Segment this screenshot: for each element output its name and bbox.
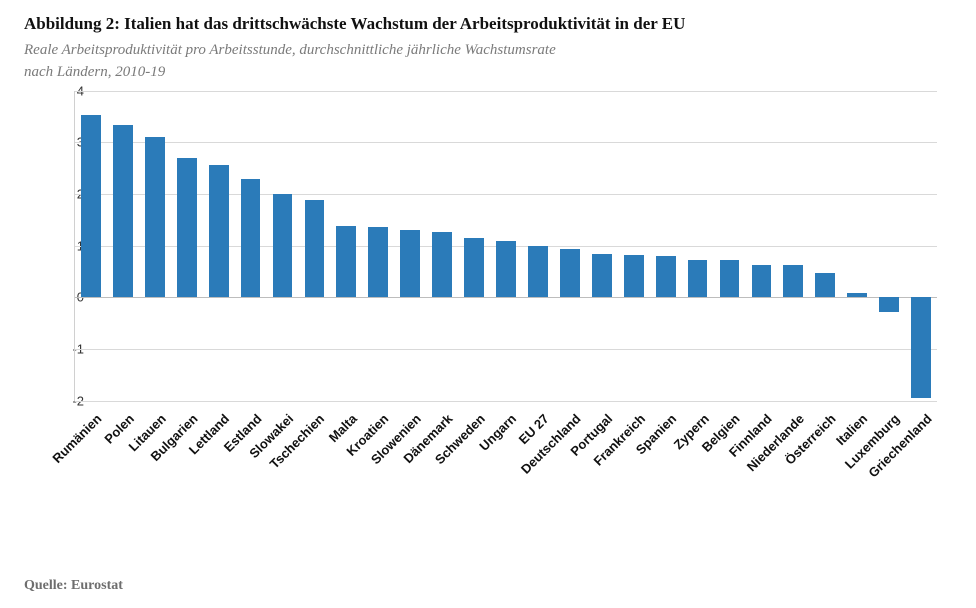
bar	[432, 232, 452, 297]
chart-container: Abbildung 2: Italien hat das drittschwäc…	[0, 0, 976, 608]
bar	[241, 179, 261, 297]
chart-source: Quelle: Eurostat	[24, 578, 123, 594]
bar	[177, 158, 197, 298]
bar	[879, 297, 899, 311]
bar	[113, 125, 133, 298]
plot-area	[74, 91, 937, 401]
bar	[336, 226, 356, 297]
bar	[209, 165, 229, 297]
bars-layer	[75, 91, 937, 401]
bar	[464, 238, 484, 297]
bar	[560, 249, 580, 298]
chart-title: Abbildung 2: Italien hat das drittschwäc…	[24, 14, 952, 34]
bar	[273, 194, 293, 297]
bar	[496, 241, 516, 297]
bar	[720, 260, 740, 297]
bar	[847, 293, 867, 297]
bar	[815, 273, 835, 297]
bar	[368, 227, 388, 297]
bar	[911, 297, 931, 398]
chart-subtitle-line1: Reale Arbeitsproduktivität pro Arbeitsst…	[24, 40, 952, 60]
x-axis-labels: RumänienPolenLitauenBulgarienLettlandEst…	[74, 405, 936, 535]
chart-subtitle-line2: nach Ländern, 2010-19	[24, 62, 952, 82]
bar	[592, 254, 612, 297]
bar	[752, 265, 772, 297]
bar	[145, 137, 165, 297]
bar	[688, 260, 708, 297]
bar	[81, 115, 101, 297]
bar	[656, 256, 676, 297]
bar	[400, 230, 420, 297]
bar	[528, 246, 548, 298]
bar	[624, 255, 644, 297]
chart-area: -2-101234 RumänienPolenLitauenBulgarienL…	[24, 91, 952, 531]
bar	[305, 200, 325, 297]
x-tick-label: Rumänien	[49, 411, 104, 466]
bar	[783, 265, 803, 297]
gridline	[75, 401, 937, 402]
